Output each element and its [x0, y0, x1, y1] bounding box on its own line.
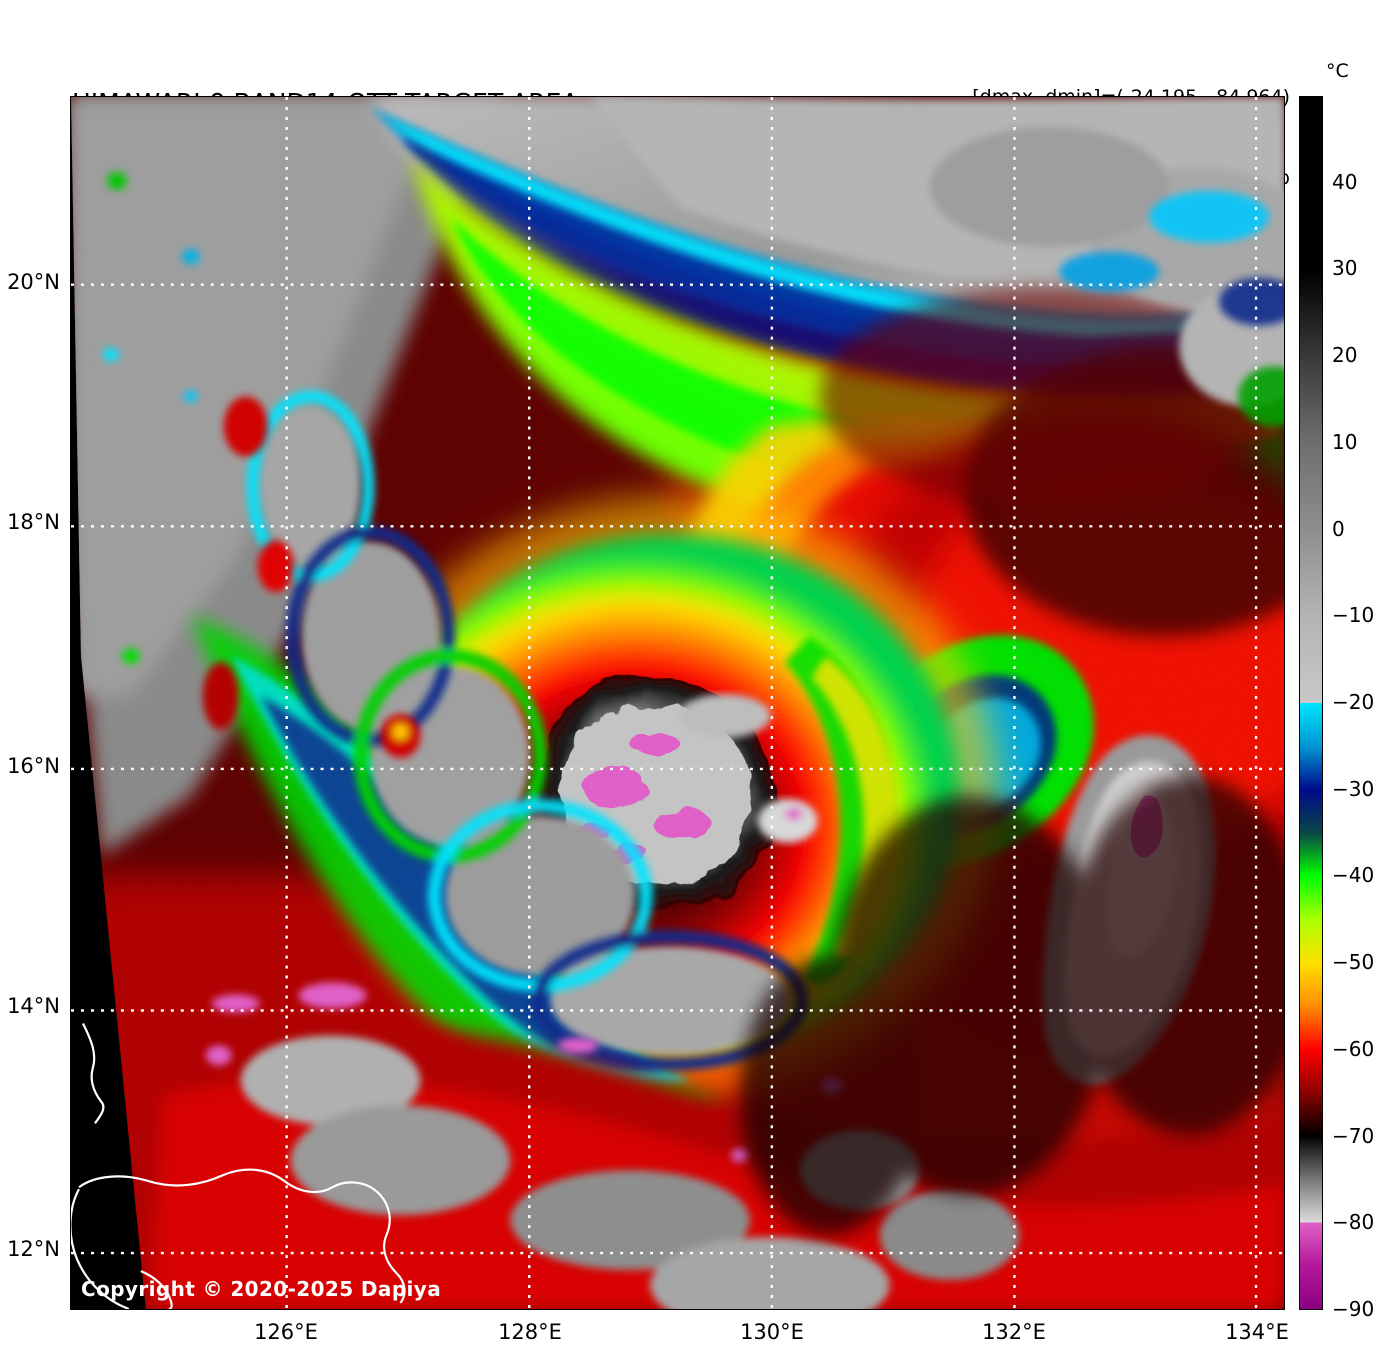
- latitude-tick-label: 16°N: [7, 754, 60, 778]
- colorbar-tick-label: −10: [1332, 603, 1375, 628]
- longitude-tick-label: 134°E: [1225, 1320, 1289, 1344]
- colorbar-tick-label: −80: [1332, 1210, 1375, 1235]
- colorbar-tick-label: 0: [1332, 516, 1345, 541]
- latitude-tick-label: 18°N: [7, 510, 60, 534]
- latitude-tick-label: 14°N: [7, 994, 60, 1018]
- colorbar-tick-label: 10: [1332, 429, 1358, 454]
- satellite-plot-area: Copyright © 2020-2025 Dapiya: [70, 96, 1285, 1310]
- temperature-colorbar: [1299, 96, 1323, 1310]
- colorbar-tick-label: 20: [1332, 343, 1358, 368]
- colorbar-unit-label: °C: [1326, 60, 1349, 82]
- copyright-label: Copyright © 2020-2025 Dapiya: [81, 1277, 442, 1301]
- longitude-tick-label: 126°E: [254, 1320, 318, 1344]
- colorbar-tick-label: 30: [1332, 256, 1358, 281]
- latitude-tick-label: 20°N: [7, 270, 60, 294]
- colorbar-gradient: [1300, 97, 1322, 1309]
- colorbar-tick-label: −90: [1332, 1297, 1375, 1321]
- colorbar-tick-label: −50: [1332, 950, 1375, 975]
- colorbar-tick-label: −60: [1332, 1036, 1375, 1061]
- infrared-brightness-temperature-raster: [71, 97, 1284, 1309]
- longitude-tick-label: 130°E: [740, 1320, 804, 1344]
- longitude-tick-label: 132°E: [982, 1320, 1046, 1344]
- latitude-tick-label: 12°N: [7, 1237, 60, 1261]
- colorbar-tick-label: 40: [1332, 169, 1358, 194]
- longitude-tick-label: 128°E: [498, 1320, 562, 1344]
- colorbar-tick-label: −70: [1332, 1123, 1375, 1148]
- colorbar-tick-label: −30: [1332, 776, 1375, 801]
- colorbar-tick-label: −40: [1332, 863, 1375, 888]
- colorbar-tick-label: −20: [1332, 690, 1375, 714]
